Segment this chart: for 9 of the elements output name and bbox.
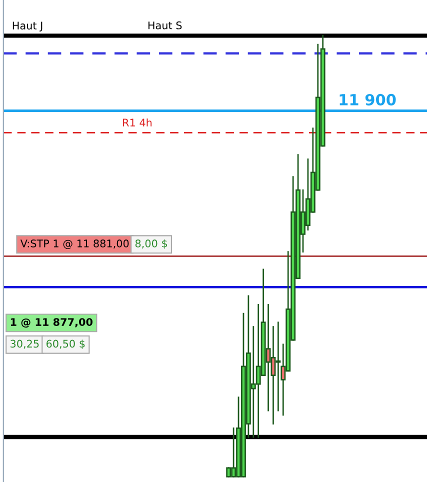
ref-line-label: R1 4h xyxy=(123,118,152,126)
text: 60,50 $ xyxy=(46,340,85,350)
ref-line-label: Haut J xyxy=(12,22,42,32)
text: 8,00 $ xyxy=(135,239,167,249)
text: V:STP 1 @ 11 881,00 xyxy=(20,240,129,250)
text: Haut S xyxy=(148,21,182,30)
text: 30,25 xyxy=(10,340,39,349)
text: 11 900 xyxy=(340,94,396,106)
text: 1 @ 11 877,00 xyxy=(10,318,93,328)
